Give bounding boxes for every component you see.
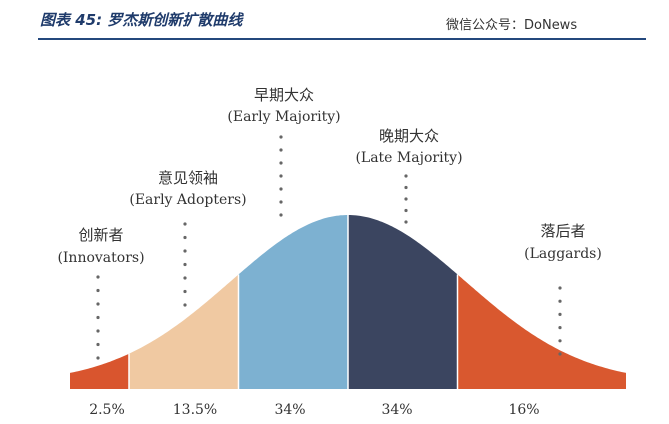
category-label-zh-2: 意见领袖 [158,169,218,187]
leader-dot [404,220,408,224]
segment-labels: 创新者 (Innovators) 意见领袖 (Early Adopters) 早期大众 (… [57,86,602,360]
leader-dot [96,342,100,347]
percent-label-1: 2.5% [89,402,125,418]
page-title: 图表 45: 罗杰斯创新扩散曲线 [40,11,243,29]
leader-dot [279,148,283,152]
leader-dot [183,303,187,307]
leader-dot [279,187,283,191]
leader-dot [183,222,187,226]
leader-dot [558,352,562,356]
leader-dot [183,276,187,280]
curve-segment-4 [348,215,458,389]
leader-dot [183,289,187,294]
leader-dot [404,208,408,213]
leader-dot [96,329,100,333]
leader-dot [279,200,283,204]
percent-label-3: 34% [274,402,305,418]
leader-dot [96,288,100,293]
leader-dot [558,312,562,316]
leader-dot [558,286,562,290]
category-label-en-2: (Early Adopters) [129,192,246,208]
leader-dot [183,235,187,240]
category-label-zh-5: 落后者 [540,222,585,240]
category-label-zh-4: 晚期大众 [379,127,439,145]
curve-segment-5 [457,274,626,389]
leader-dot [279,174,283,178]
percent-labels: 2.5% 13.5% 34% 34% 16% [89,402,539,418]
percent-label-5: 16% [508,402,539,418]
leader-dot [96,356,100,360]
leader-dot [183,262,187,267]
leader-dot [279,135,283,139]
curve-segments [70,215,626,389]
category-label-zh-3: 早期大众 [254,86,314,104]
category-label-en-5: (Laggards) [524,246,602,262]
curve-segment-3 [238,215,348,389]
watermark-text: 微信公众号：DoNews [446,18,578,33]
curve-segment-1 [70,353,129,389]
category-label-en-3: (Early Majority) [227,109,340,125]
percent-label-4: 34% [381,402,412,418]
leader-dot [404,197,408,201]
category-label-en-4: (Late Majority) [355,150,462,166]
category-label-zh-1: 创新者 [78,226,123,244]
category-label-en-1: (Innovators) [57,250,144,266]
leader-dot [558,299,562,303]
leader-dot [404,185,408,190]
header-divider [38,38,646,40]
leader-dot [279,161,283,165]
leader-dot [96,275,100,279]
leader-dot [558,339,562,343]
leader-dot [96,315,100,320]
curve-segment-2 [129,274,239,389]
leader-dot [558,326,562,330]
leader-dot [404,174,408,178]
percent-label-2: 13.5% [173,402,217,418]
leader-dot [279,213,283,217]
leader-dot [96,302,100,306]
leader-dot [183,249,187,253]
